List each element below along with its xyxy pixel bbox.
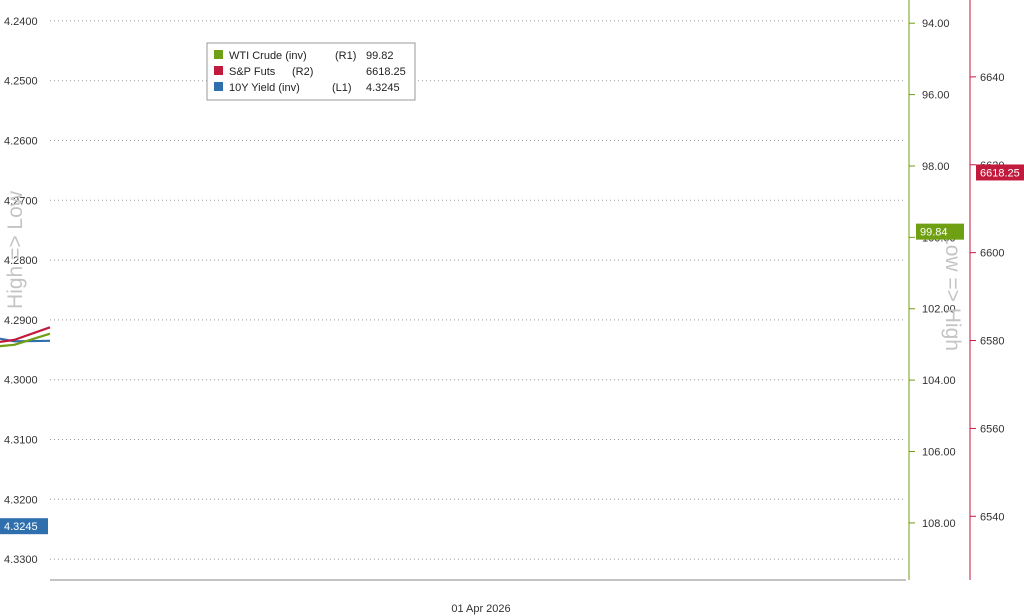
legend-label-sp: S&P Futs (229, 66, 276, 78)
last-value-tags: 4.3245 6618.25 99.84 (0, 164, 1024, 535)
legend-value-sp: 6618.25 (366, 66, 406, 78)
value-tag-text: 99.84 (920, 227, 948, 239)
grid-layer (50, 20, 906, 560)
axes-layer: 20:0022:0000:0002:0004:0006:0008:0010:00… (4, 0, 1004, 581)
left-axis-side-label: High => Low (4, 190, 27, 309)
r1-tick-label: 96.00 (922, 90, 950, 102)
left-tick-label: 4.3000 (4, 375, 38, 387)
left-tick-label: 4.3200 (4, 494, 38, 506)
left-tick-label: 4.2500 (4, 76, 38, 88)
legend-label-wti: WTI Crude (inv) (229, 50, 307, 62)
r2-tick-label: 6640 (980, 72, 1004, 84)
left-tick-label: 4.3300 (4, 554, 38, 566)
right-axis-side-label: Low => High (941, 233, 964, 351)
r1-tick-label: 98.00 (922, 161, 950, 173)
left-tick-label: 4.3100 (4, 434, 38, 446)
legend: WTI Crude (inv) (R1) 99.82 S&P Futs (R2)… (206, 42, 416, 101)
legend-swatch-yield (214, 82, 223, 91)
legend-label-yield: 10Y Yield (inv) (229, 82, 300, 94)
value-tag-bg (0, 518, 48, 535)
legend-swatch-sp (214, 66, 223, 75)
value-tag-bg (976, 164, 1024, 181)
r1-tick-label: 108.00 (922, 518, 956, 530)
r2-tick-label: 6580 (980, 336, 1004, 348)
value-tag-text: 6618.25 (980, 167, 1020, 179)
legend-value-wti: 99.82 (366, 50, 394, 62)
r1-tick-label: 106.00 (922, 447, 956, 459)
legend-value-yield: 4.3245 (366, 82, 400, 94)
legend-axis-sp: (R2) (292, 66, 313, 78)
left-tick-label: 4.2800 (4, 255, 38, 267)
legend-axis-yield: (L1) (332, 82, 352, 94)
left-tick-label: 4.2700 (4, 195, 38, 207)
legend-axis-wti: (R1) (335, 50, 356, 62)
r2-tick-label: 6560 (980, 423, 1004, 435)
left-tick-label: 4.2900 (4, 315, 38, 327)
x-axis-date-label: 01 Apr 2026 (451, 603, 510, 615)
r1-tick-label: 104.00 (922, 375, 956, 387)
r2-tick-label: 6540 (980, 511, 1004, 523)
left-tick-label: 4.2400 (4, 16, 38, 28)
left-tick-label: 4.2600 (4, 136, 38, 148)
legend-swatch-wti (214, 50, 223, 59)
r1-tick-label: 102.00 (922, 304, 956, 316)
r1-tick-label: 94.00 (922, 18, 950, 30)
value-tag-bg (916, 223, 964, 240)
r2-tick-label: 6600 (980, 248, 1004, 260)
legend-box (206, 42, 416, 101)
value-tag-text: 4.3245 (4, 521, 38, 533)
